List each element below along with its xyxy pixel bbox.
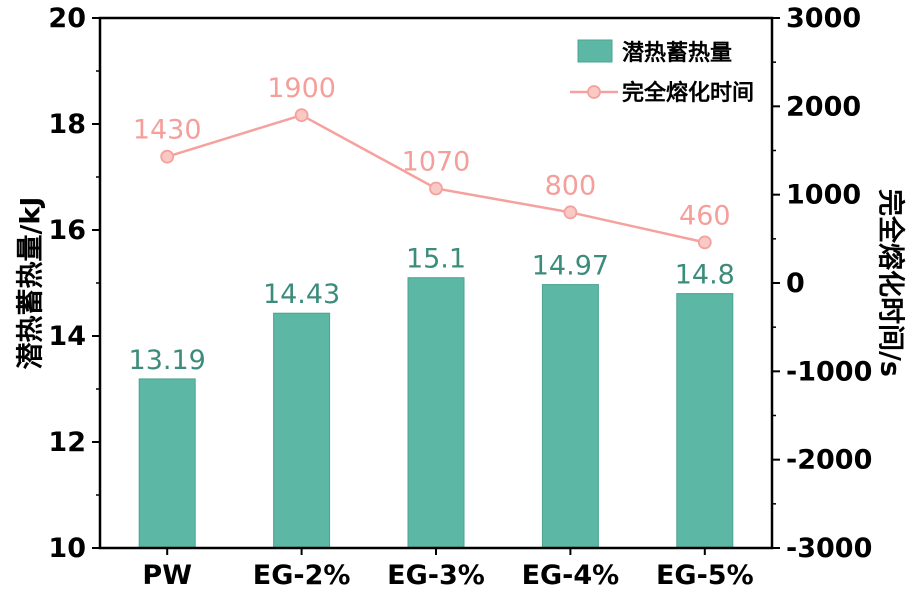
left-axis-title: 潜热蓄热量/kJ: [15, 196, 47, 370]
right-tick-label: 0: [786, 268, 805, 299]
bar-value-label: 13.19: [129, 345, 206, 376]
left-tick-label: 20: [48, 3, 86, 34]
left-tick-label: 10: [48, 533, 86, 564]
x-category-label: PW: [142, 560, 192, 591]
melting-time-line: [166, 113, 706, 244]
left-tick-label: 14: [48, 321, 86, 352]
legend-line-label: 完全熔化时间: [622, 80, 754, 106]
right-tick-label: -2000: [786, 445, 872, 476]
right-tick-label: -1000: [786, 356, 872, 387]
x-category-label: EG-3%: [387, 560, 485, 591]
line-value-label: 460: [679, 200, 731, 231]
x-category-label: EG-2%: [253, 560, 351, 591]
line-marker: [563, 205, 578, 220]
bar-EG-4%: [541, 284, 599, 549]
bar-EG-5%: [676, 293, 734, 549]
line-value-label: 1430: [133, 115, 202, 146]
x-category-label: EG-4%: [522, 560, 620, 591]
right-axis-title: 完全熔化时间/s: [874, 189, 906, 377]
legend-bar-swatch: [577, 39, 613, 63]
legend-line-marker: [587, 85, 601, 99]
bar-value-label: 14.43: [263, 279, 340, 310]
x-category-label: EG-5%: [656, 560, 754, 591]
right-tick-label: 3000: [786, 3, 861, 34]
right-tick-label: 1000: [786, 180, 861, 211]
left-tick-label: 16: [48, 215, 86, 246]
line-marker: [697, 235, 712, 250]
left-tick-label: 18: [48, 109, 86, 140]
bar-value-label: 14.97: [532, 251, 609, 282]
legend-bar-label: 潜热蓄热量: [622, 40, 732, 66]
line-marker: [160, 149, 175, 164]
line-marker: [294, 108, 309, 123]
bar-EG-3%: [407, 277, 465, 549]
bar-EG-2%: [273, 312, 331, 549]
line-value-label: 800: [545, 170, 597, 201]
line-value-label: 1070: [402, 146, 471, 177]
bar-PW: [138, 378, 196, 549]
bar-value-label: 15.1: [406, 244, 466, 275]
bar-value-label: 14.8: [675, 260, 735, 291]
line-marker: [429, 181, 443, 196]
right-tick-label: 2000: [786, 91, 861, 122]
left-tick-label: 12: [48, 427, 86, 458]
line-value-label: 1900: [267, 73, 336, 104]
right-tick-label: -3000: [786, 533, 872, 564]
